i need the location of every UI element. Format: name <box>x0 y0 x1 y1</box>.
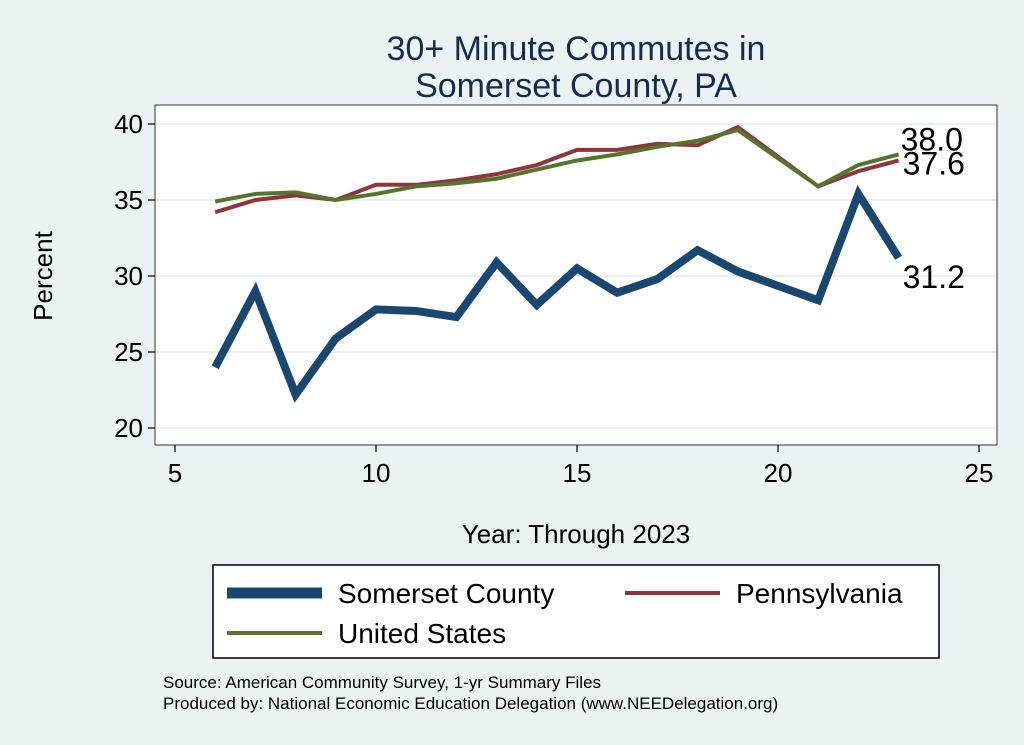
chart-title-line-1: 30+ Minute Commutes in <box>387 30 766 68</box>
end-label-pennsylvania: 37.6 <box>903 145 965 181</box>
axes: 20 25 30 35 40 5 10 15 20 25 <box>114 109 993 488</box>
legend <box>212 564 940 659</box>
y-tick-label: 35 <box>114 185 143 215</box>
legend-label-united-states: United States <box>338 618 506 649</box>
legend-label-somerset: Somerset County <box>338 578 554 609</box>
end-label-somerset-county: 31.2 <box>903 259 965 295</box>
x-tick-label: 20 <box>764 458 793 488</box>
y-tick-label: 30 <box>114 261 143 291</box>
y-tick-label: 25 <box>114 337 143 367</box>
x-tick-label: 5 <box>168 458 182 488</box>
produced-by-note: Produced by: National Economic Education… <box>163 694 778 713</box>
series-united-states <box>214 127 900 204</box>
chart-title-line-2: Somerset County, PA <box>415 67 737 105</box>
y-tick-label: 40 <box>114 109 143 139</box>
x-tick-label: 25 <box>965 458 994 488</box>
series-somerset-county <box>211 184 902 403</box>
y-tick-label: 20 <box>114 413 143 443</box>
series-lines <box>211 124 902 403</box>
y-axis-label: Percent <box>28 230 58 320</box>
end-labels: 31.2 37.638.0 <box>901 121 965 294</box>
end-label-united-states: 38.0 <box>901 121 963 157</box>
plot-area <box>154 104 998 446</box>
x-axis-label: Year: Through 2023 <box>462 519 690 549</box>
source-note: Source: American Community Survey, 1-yr … <box>163 673 601 692</box>
x-tick-label: 10 <box>362 458 391 488</box>
x-tick-label: 15 <box>563 458 592 488</box>
legend-label-pennsylvania: Pennsylvania <box>736 578 903 609</box>
